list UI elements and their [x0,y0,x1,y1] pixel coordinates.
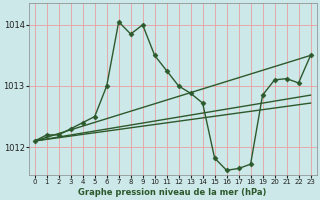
X-axis label: Graphe pression niveau de la mer (hPa): Graphe pression niveau de la mer (hPa) [78,188,267,197]
